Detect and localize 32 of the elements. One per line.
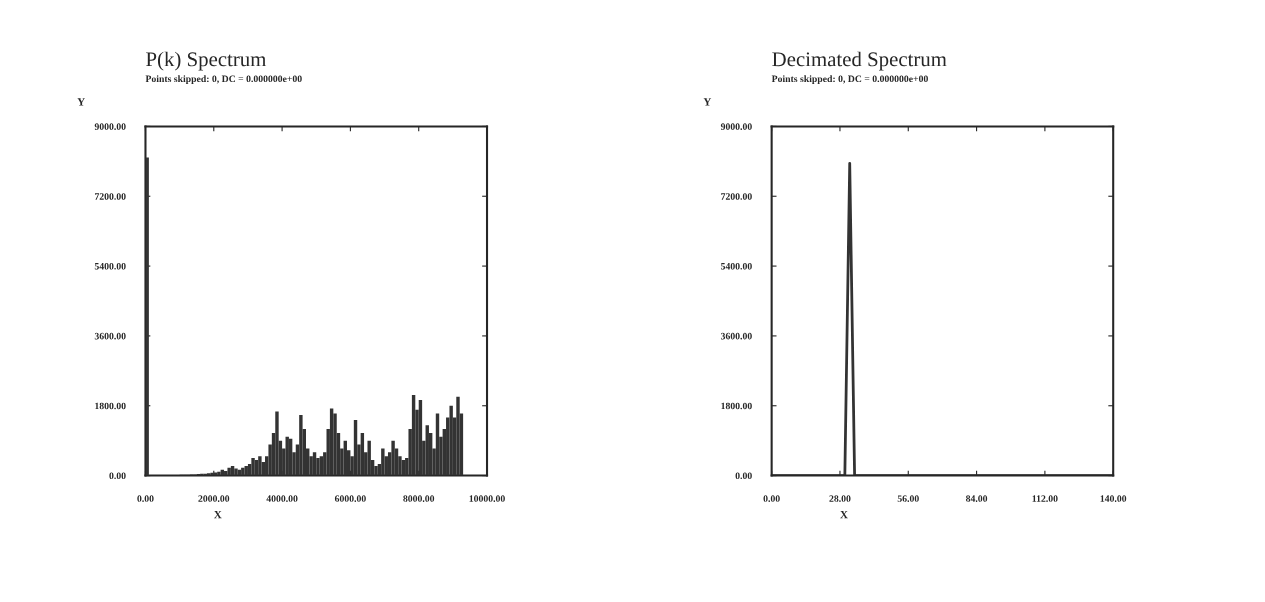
y-tick-label: 1800.00 — [95, 402, 126, 410]
x-tick-label: 10000.00 — [469, 495, 505, 502]
x-tick-label: 0.00 — [763, 495, 780, 502]
x-tick-label: 56.00 — [897, 495, 919, 502]
y-tick-label: 3600.00 — [94, 332, 126, 340]
y-tick-label: 5400.00 — [94, 262, 126, 270]
x-tick-label: 0.00 — [137, 495, 154, 502]
chart-subtitle: Points skipped: 0, DC = 0.000000e+00 — [145, 75, 302, 85]
y-axis-title: Y — [703, 98, 712, 106]
x-tick-label: 112.00 — [1032, 495, 1058, 502]
x-axis-title: X — [840, 510, 848, 519]
y-tick-label: 1800.00 — [721, 402, 752, 410]
x-tick-label: 2000.00 — [198, 495, 230, 502]
y-tick-label: 5400.00 — [721, 262, 752, 270]
y-tick-label: 9000.00 — [94, 123, 126, 130]
x-tick-label: 28.00 — [829, 495, 851, 502]
x-tick-label: 140.00 — [1100, 495, 1127, 502]
x-tick-label: 6000.00 — [334, 495, 366, 502]
chart-title: Decimated Spectrum — [772, 51, 947, 71]
y-axis-title: Y — [77, 98, 85, 106]
chart-title: P(k) Spectrum — [146, 51, 267, 71]
x-axis-title: X — [213, 510, 222, 519]
y-tick-label: 3600.00 — [720, 332, 752, 340]
y-tick-label: 9000.00 — [720, 123, 752, 130]
x-tick-label: 4000.00 — [266, 495, 298, 502]
chart-subtitle: Points skipped: 0, DC = 0.000000e+00 — [771, 75, 928, 85]
y-tick-label: 7200.00 — [94, 193, 126, 200]
x-tick-label: 84.00 — [965, 495, 988, 502]
y-tick-label: 0.00 — [109, 472, 126, 480]
x-tick-label: 8000.00 — [403, 495, 435, 502]
y-tick-label: 7200.00 — [721, 193, 752, 200]
y-tick-label: 0.00 — [735, 472, 752, 480]
